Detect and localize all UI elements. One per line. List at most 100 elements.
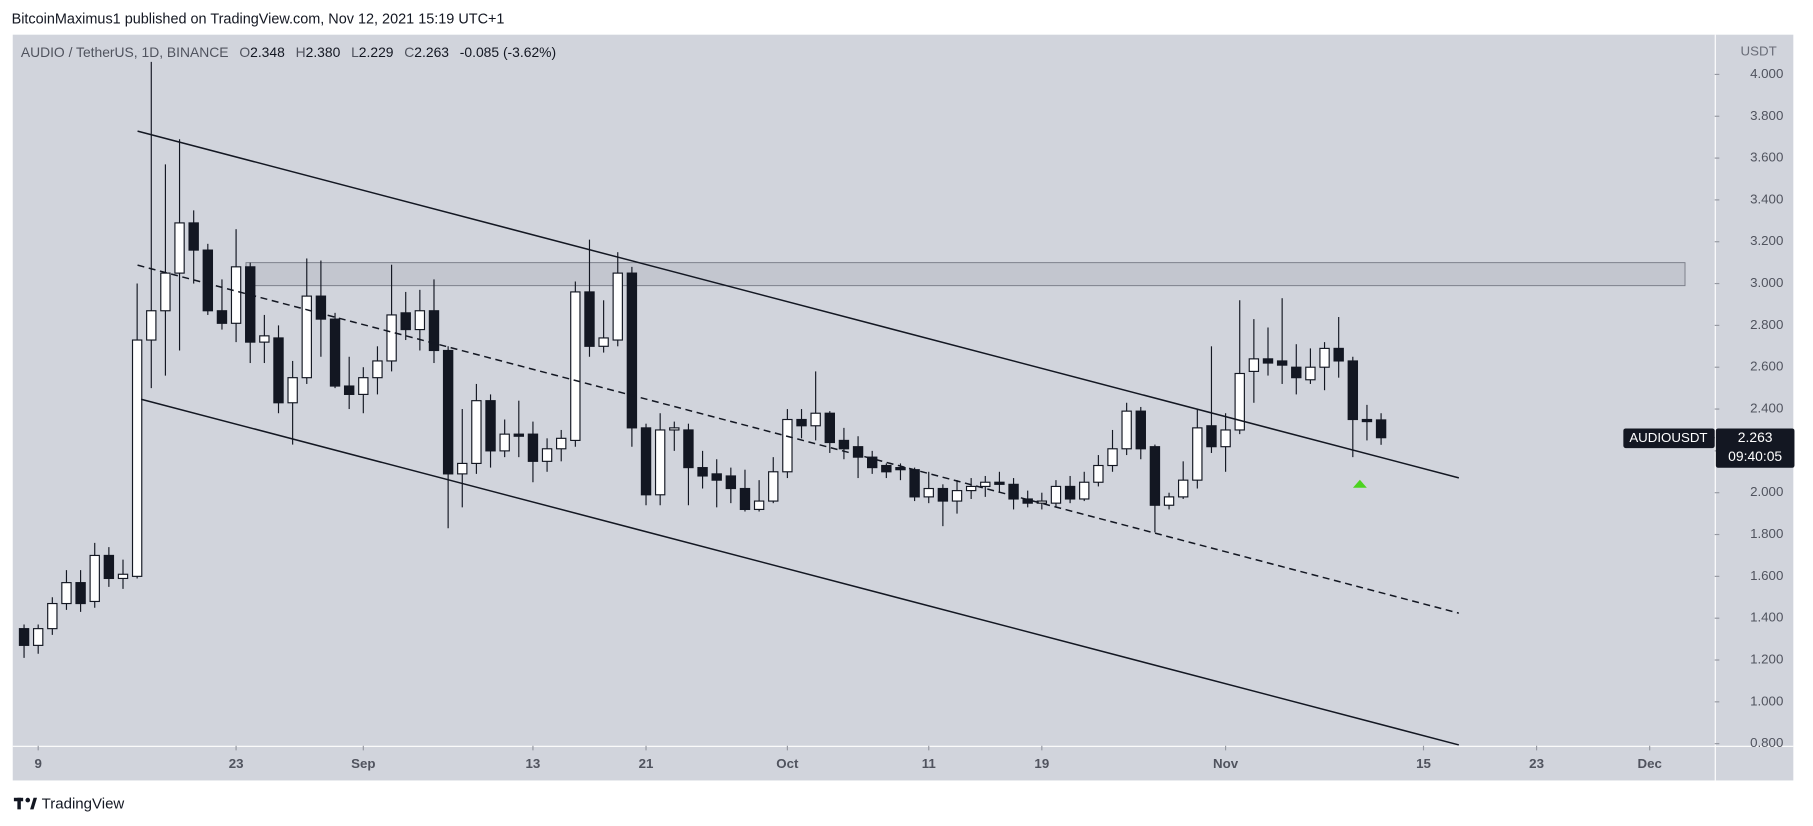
candle-body — [1093, 464, 1104, 483]
candle-body — [527, 433, 539, 462]
y-tick-label: 2.000 — [1750, 484, 1783, 499]
candle-body — [61, 582, 72, 605]
candle-body — [1333, 347, 1344, 362]
symbol-label: AUDIOUSDT — [1629, 430, 1707, 445]
candle-body — [739, 487, 751, 511]
candle-body — [1149, 446, 1161, 506]
candle-body — [75, 582, 86, 605]
chart-background — [12, 34, 1794, 781]
candle-body — [725, 475, 737, 490]
candle-body — [640, 427, 652, 496]
candle-body — [852, 446, 864, 458]
y-tick-label: 4.000 — [1750, 66, 1783, 81]
candle-body — [598, 337, 609, 347]
candle-body — [980, 481, 991, 488]
legend-high-label: H — [296, 44, 306, 60]
candle-body — [1163, 496, 1175, 506]
resistance-zone — [245, 262, 1686, 287]
signal-marker — [1352, 479, 1367, 488]
x-tick-label: 13 — [526, 756, 541, 771]
y-tick-label: 3.400 — [1750, 191, 1783, 206]
candle-body — [796, 418, 807, 427]
y-tick-label: 1.200 — [1750, 652, 1783, 667]
brand-logo — [13, 797, 38, 810]
trend-line — [137, 130, 1460, 479]
y-tick-label: 1.400 — [1750, 610, 1783, 625]
y-tick-label: 3.200 — [1750, 233, 1783, 248]
candle-body — [414, 310, 426, 331]
x-tick-label: 23 — [1529, 756, 1544, 771]
legend-low: 2.229 — [359, 44, 394, 60]
candle-body — [994, 481, 1005, 485]
candle-body — [329, 318, 341, 387]
candle-body — [343, 385, 355, 395]
candle-body — [1347, 360, 1359, 421]
candle-body — [1220, 429, 1231, 448]
candle-body — [753, 500, 765, 511]
countdown-label: 09:40:05 — [1728, 448, 1782, 464]
candle-body — [626, 272, 638, 429]
candle-body — [117, 573, 129, 580]
axes: 0.8001.0001.2001.4001.6001.8002.0002.200… — [34, 66, 1795, 771]
candle-body — [1262, 358, 1274, 364]
candle-body — [103, 554, 115, 580]
candle-body — [32, 628, 44, 646]
candle-body — [259, 335, 270, 343]
candle-body — [1177, 479, 1189, 498]
candle-body — [810, 412, 821, 427]
candle-body — [584, 291, 595, 347]
y-tick-label: 1.600 — [1750, 568, 1783, 583]
legend-open-label: O — [239, 44, 250, 60]
candle-body — [1206, 425, 1217, 448]
trend-line — [140, 398, 1460, 746]
x-tick-label: 21 — [639, 756, 654, 771]
candle-body — [1022, 498, 1033, 504]
candle-body — [428, 310, 440, 352]
y-axis-label: USDT — [1741, 44, 1777, 59]
candle-body — [909, 469, 920, 498]
plot-area — [18, 61, 1686, 746]
candle-body — [1079, 481, 1090, 500]
candle-body — [358, 377, 369, 395]
y-tick-label: 2.600 — [1750, 359, 1783, 374]
candle-body — [188, 222, 199, 251]
candle-body — [499, 433, 510, 452]
candle-body — [1121, 410, 1132, 450]
candle-body — [146, 310, 157, 341]
trend-line — [137, 264, 1460, 614]
candle-body — [1291, 366, 1302, 379]
candle-body — [541, 448, 553, 462]
candle-body — [866, 456, 878, 469]
candle-body — [131, 339, 143, 577]
candle-body — [768, 471, 779, 502]
candle-body — [89, 554, 100, 603]
candle-body — [400, 312, 411, 331]
candle-body — [287, 377, 298, 404]
y-tick-label: 2.400 — [1750, 401, 1783, 416]
candle-body — [230, 266, 242, 324]
x-tick-label: 19 — [1034, 756, 1049, 771]
y-tick-label: 2.800 — [1750, 317, 1783, 332]
candle-body — [442, 349, 454, 475]
legend-title: AUDIO / TetherUS, 1D, BINANCE — [21, 44, 229, 60]
candle-body — [824, 412, 835, 444]
symbol-label-box — [1623, 428, 1715, 449]
candle-body — [457, 462, 468, 475]
candle-body — [923, 487, 934, 498]
candle-body — [174, 222, 185, 274]
candle-body — [160, 272, 171, 312]
candle-body — [965, 485, 977, 492]
candle-body — [1276, 360, 1288, 366]
candle-body — [1135, 410, 1146, 450]
y-tick-label: 3.000 — [1750, 275, 1783, 290]
candle-body — [654, 429, 666, 496]
candle-body — [1361, 418, 1373, 423]
candle-body — [47, 602, 58, 630]
y-tick-label: 1.800 — [1750, 526, 1783, 541]
candle-body — [386, 314, 397, 362]
candle-body — [372, 360, 383, 379]
x-tick-label: 23 — [229, 756, 244, 771]
candle-body — [273, 337, 284, 404]
legend-low-label: L — [351, 44, 359, 60]
